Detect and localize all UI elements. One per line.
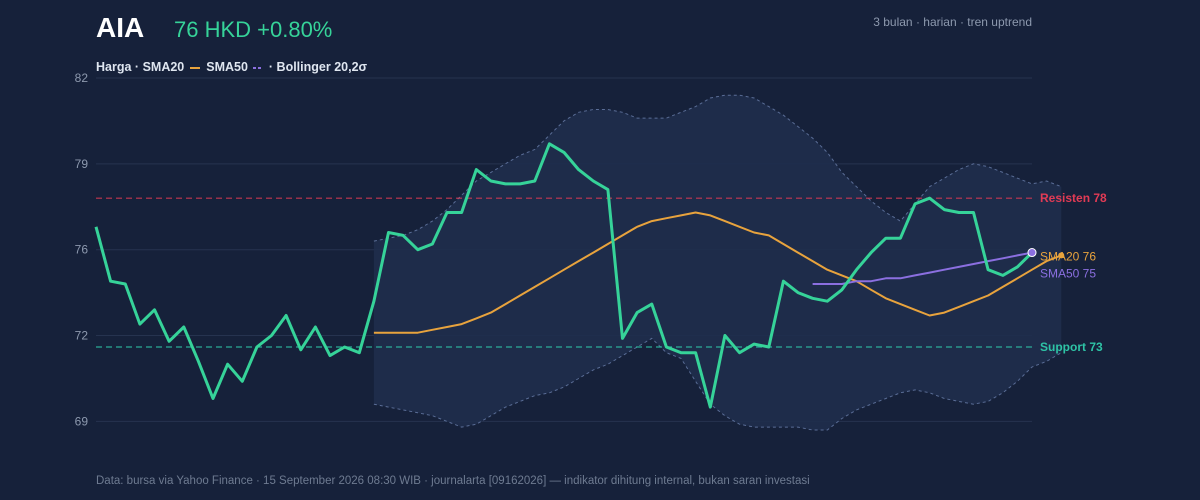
price-change: 76 HKD +0.80%	[174, 17, 333, 42]
y-tick-label: 79	[75, 157, 89, 171]
level-lines: Resisten 78 Support 73	[96, 191, 1107, 354]
support-label: Support 73	[1040, 340, 1103, 354]
y-tick-label: 72	[75, 329, 89, 343]
ticker-title: AIA	[96, 12, 145, 43]
bollinger-lower-line	[373, 337, 1062, 431]
legend-sma20-swatch	[189, 66, 200, 69]
legend-price: Harga	[96, 60, 132, 74]
price-line	[94, 142, 1034, 409]
legend-bollinger: Bollinger 20,2σ	[276, 60, 368, 74]
legend-sma50-swatch	[253, 66, 263, 69]
y-tick-label: 69	[75, 414, 89, 428]
period-meta: 3 bulan · harian · tren uptrend	[873, 15, 1032, 29]
y-tick-label: 82	[75, 71, 89, 85]
legend-sma20: SMA20	[142, 60, 185, 74]
end-labels: SMA20 76 SMA50 75	[1040, 249, 1096, 280]
bollinger-band	[373, 94, 1062, 431]
series-lines	[94, 142, 1065, 409]
legend-separator-2: ·	[268, 60, 274, 74]
bollinger-upper-line	[373, 94, 1062, 242]
sma20-line	[373, 211, 1062, 334]
legend-sma50: SMA50	[206, 60, 248, 74]
sma50-end-dot	[1028, 249, 1036, 257]
y-tick-label: 76	[75, 243, 89, 257]
sma50-end-label: SMA50 75	[1040, 267, 1096, 281]
sma20-end-label: SMA20 76	[1040, 249, 1096, 263]
source-footer: Data: bursa via Yahoo Finance · 15 Septe…	[96, 475, 810, 487]
bollinger-band-fill	[373, 95, 1062, 430]
chart-legend: Harga · SMA20 SMA50 · Bollinger 20,2σ	[96, 60, 367, 74]
sma20-end-dot	[1058, 252, 1065, 259]
sma50-line	[812, 251, 1033, 285]
resistance-label: Resisten 78	[1040, 191, 1107, 205]
legend-separator: ·	[134, 60, 140, 74]
